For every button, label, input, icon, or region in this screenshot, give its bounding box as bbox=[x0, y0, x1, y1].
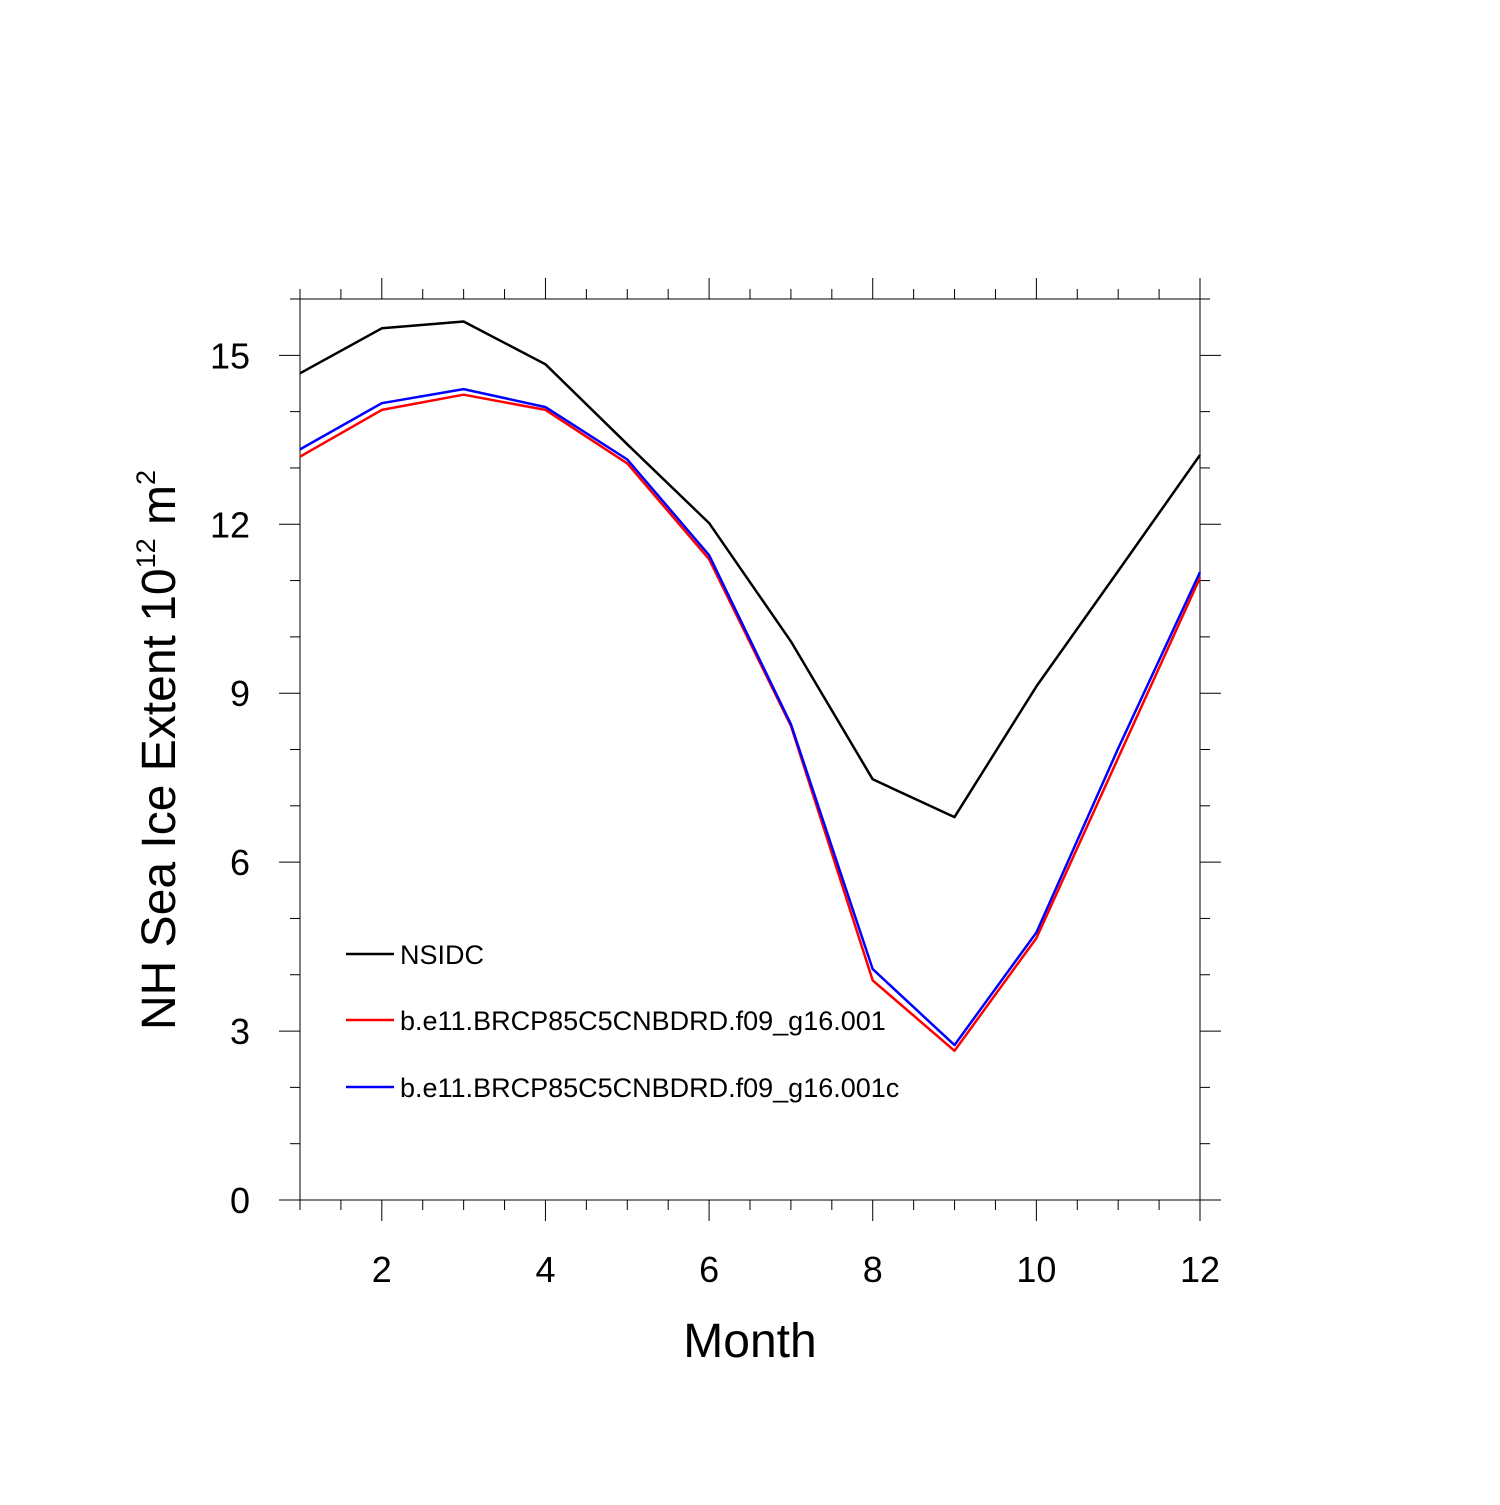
series-1-point bbox=[380, 326, 384, 330]
legend-label-2: b.e11.BRCP85C5CNBDRD.f09_g16.001 bbox=[400, 1006, 886, 1036]
series-1-point bbox=[625, 442, 629, 446]
y-tick-label: 0 bbox=[230, 1180, 250, 1221]
series-3-point bbox=[1198, 570, 1202, 574]
y-tick-label: 9 bbox=[230, 673, 250, 714]
series-3-point bbox=[380, 401, 384, 405]
series-1-point bbox=[1116, 569, 1120, 573]
series-line-1 bbox=[299, 320, 1202, 819]
series-3-point bbox=[1116, 746, 1120, 750]
series-1-point bbox=[462, 320, 466, 324]
legend-label-1: NSIDC bbox=[400, 940, 484, 970]
series-3-point bbox=[789, 722, 793, 726]
series-1-point bbox=[1034, 684, 1038, 688]
y-tick-label: 15 bbox=[210, 335, 250, 376]
series-1-point bbox=[871, 777, 875, 781]
x-tick-label: 12 bbox=[1180, 1249, 1220, 1290]
x-tick-label: 10 bbox=[1016, 1249, 1056, 1290]
series-2-point bbox=[380, 408, 384, 412]
y-tick-label: 12 bbox=[210, 504, 250, 545]
series-3-point bbox=[298, 447, 302, 451]
y-tick-label: 3 bbox=[230, 1011, 250, 1052]
plot-frame bbox=[299, 298, 1201, 1201]
series-3-point bbox=[543, 405, 547, 409]
series-1-point bbox=[543, 362, 547, 366]
x-tick-label: 2 bbox=[372, 1249, 392, 1290]
series-2-point bbox=[871, 978, 875, 982]
series-2-point bbox=[462, 393, 466, 397]
y-axis-title: NH Sea Ice Extent 1012 m2 bbox=[131, 470, 186, 1030]
x-tick-label: 4 bbox=[535, 1249, 555, 1290]
series-3-point bbox=[1034, 931, 1038, 935]
series-1-point bbox=[953, 815, 957, 819]
series-3-point bbox=[871, 967, 875, 971]
series-1-point bbox=[298, 371, 302, 375]
series-1-point bbox=[1198, 453, 1202, 457]
series-2-point bbox=[953, 1049, 957, 1053]
series-2-point bbox=[1034, 936, 1038, 940]
series-2-point bbox=[298, 455, 302, 459]
series-3-point bbox=[462, 387, 466, 391]
series-2-point bbox=[1116, 756, 1120, 760]
svg-text:NH Sea Ice Extent 1012 m2: NH Sea Ice Extent 1012 m2 bbox=[131, 470, 186, 1030]
x-tick-label: 6 bbox=[699, 1249, 719, 1290]
x-axis-title: Month bbox=[683, 1315, 816, 1368]
series-1-point bbox=[707, 521, 711, 525]
series-3-point bbox=[625, 457, 629, 461]
series-line-3 bbox=[299, 387, 1202, 1047]
x-tick-label: 8 bbox=[863, 1249, 883, 1290]
y-tick-label: 6 bbox=[230, 842, 250, 883]
legend-label-3: b.e11.BRCP85C5CNBDRD.f09_g16.001c bbox=[400, 1073, 899, 1103]
series-3-point bbox=[707, 553, 711, 557]
series-3-point bbox=[953, 1043, 957, 1047]
series-1-point bbox=[789, 639, 793, 643]
